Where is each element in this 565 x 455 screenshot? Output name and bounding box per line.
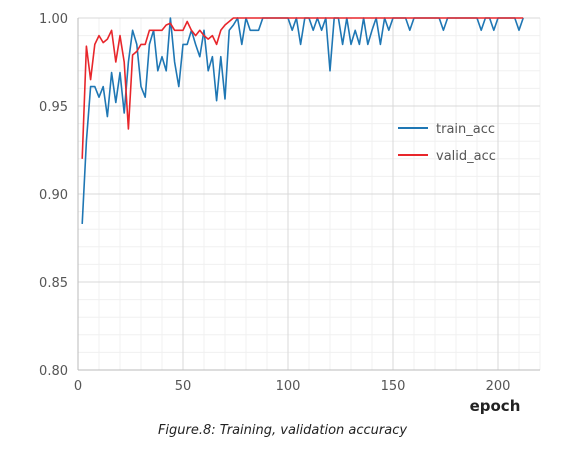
series-line-train_acc bbox=[81, 17, 524, 224]
y-tick-label: 0.80 bbox=[39, 364, 68, 379]
y-tick-label: 0.90 bbox=[39, 188, 68, 203]
x-tick-label: 150 bbox=[381, 379, 406, 394]
series-lines bbox=[81, 17, 524, 224]
series-line-valid_acc bbox=[81, 17, 524, 159]
legend: train_acc valid_acc bbox=[398, 122, 496, 164]
y-axis: 0.80 0.85 0.90 0.95 1.00 bbox=[39, 12, 68, 379]
legend-label-valid_acc: valid_acc bbox=[436, 149, 496, 164]
x-tick-label: 50 bbox=[175, 379, 192, 394]
grid bbox=[77, 17, 541, 371]
x-axis: 0 50 100 150 200 bbox=[74, 379, 511, 394]
x-axis-label: epoch bbox=[470, 397, 521, 415]
x-tick-label: 200 bbox=[486, 379, 511, 394]
y-tick-label: 0.85 bbox=[39, 276, 68, 291]
y-tick-label: 1.00 bbox=[39, 12, 68, 27]
legend-label-train_acc: train_acc bbox=[436, 122, 495, 137]
accuracy-chart: 0.800.850.900.951.00 0 50 100 150 200 epoch … bbox=[39, 12, 541, 415]
x-tick-label: 0 bbox=[74, 379, 82, 394]
x-tick-label: 100 bbox=[276, 379, 301, 394]
figure-caption: Figure.8: Training, validation accuracy bbox=[157, 423, 408, 438]
y-tick-label: 0.95 bbox=[39, 100, 68, 115]
